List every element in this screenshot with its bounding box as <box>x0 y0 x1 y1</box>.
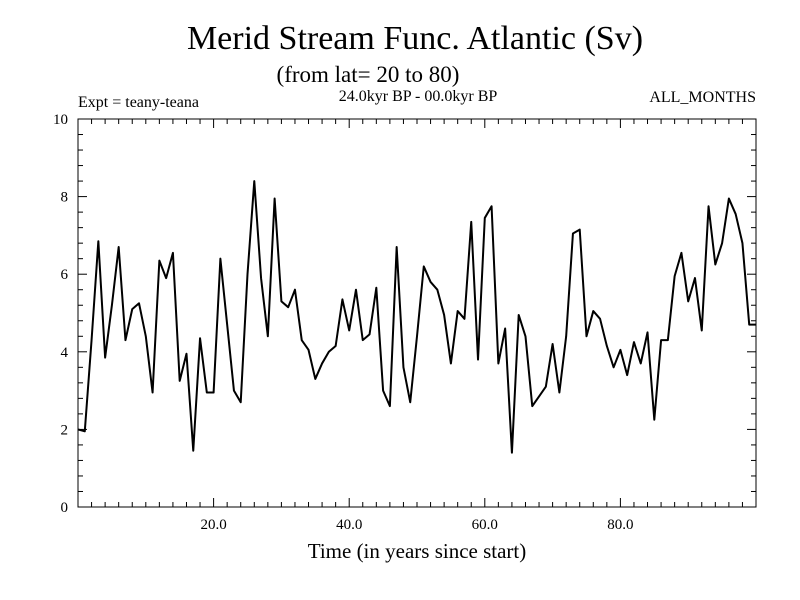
chart-title: Merid Stream Func. Atlantic (Sv) <box>187 20 643 57</box>
series-line <box>77 180 756 454</box>
y-tick-label: 10 <box>53 112 68 128</box>
period-label: 24.0kyr BP - 00.0kyr BP <box>339 88 498 105</box>
x-tick-label: 20.0 <box>200 517 226 533</box>
y-tick-label: 8 <box>61 190 69 206</box>
y-tick-label: 0 <box>61 500 69 516</box>
months-label: ALL_MONTHS <box>649 89 756 106</box>
chart-subtitle: (from lat= 20 to 80) <box>277 62 460 87</box>
y-tick-label: 2 <box>61 422 69 438</box>
tick-labels: 20.0 40.0 60.0 80.0 0 2 4 6 8 10 <box>53 112 634 533</box>
experiment-label: Expt = teany-teana <box>78 94 199 111</box>
axis-ticks <box>78 119 756 507</box>
x-axis-label: Time (in years since start) <box>308 539 527 563</box>
y-tick-label: 4 <box>61 345 69 361</box>
plot-frame <box>77 118 757 508</box>
x-tick-label: 80.0 <box>607 517 633 533</box>
x-tick-label: 40.0 <box>336 517 362 533</box>
y-tick-label: 6 <box>61 267 69 283</box>
x-tick-label: 60.0 <box>472 517 498 533</box>
